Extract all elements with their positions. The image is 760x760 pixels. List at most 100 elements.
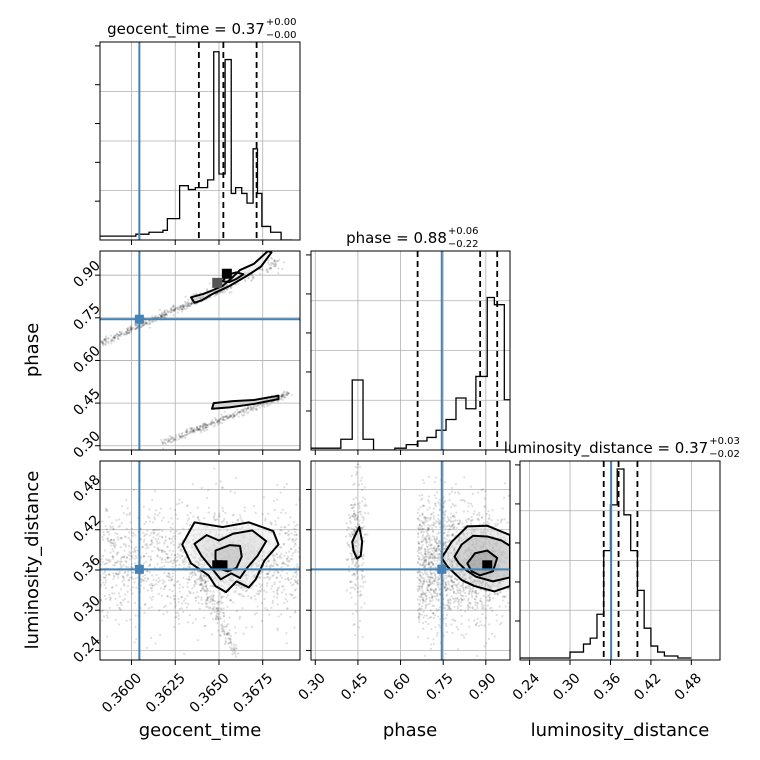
sample-point xyxy=(278,556,281,559)
sample-point xyxy=(186,519,189,522)
sample-point xyxy=(193,572,196,575)
sample-point xyxy=(202,427,205,430)
sample-point xyxy=(443,517,446,520)
sample-point xyxy=(456,605,459,608)
sample-point xyxy=(418,618,421,621)
sample-point xyxy=(148,534,151,537)
sample-point xyxy=(158,566,162,569)
sample-point xyxy=(346,542,349,545)
sample-point xyxy=(159,633,162,637)
sample-point xyxy=(421,504,425,508)
sample-point xyxy=(433,554,437,557)
sample-point xyxy=(157,549,160,552)
sample-point xyxy=(103,339,107,342)
sample-point xyxy=(187,578,190,581)
sample-point xyxy=(199,429,202,432)
sample-point xyxy=(198,577,201,580)
sample-point xyxy=(357,564,361,567)
sample-point xyxy=(205,496,208,499)
sample-point xyxy=(127,326,130,329)
sample-point xyxy=(463,476,466,479)
sample-point xyxy=(191,302,194,305)
sample-point xyxy=(159,316,162,319)
sample-point xyxy=(424,521,427,524)
sample-point xyxy=(104,509,108,512)
sample-point xyxy=(194,618,197,621)
sample-point xyxy=(443,537,446,540)
sample-point xyxy=(436,532,439,535)
sample-point xyxy=(442,541,445,544)
sample-point xyxy=(108,560,111,564)
sample-point xyxy=(468,625,471,628)
sample-point xyxy=(130,326,134,329)
sample-point xyxy=(429,587,432,591)
sample-point xyxy=(103,583,106,587)
sample-point xyxy=(273,259,276,262)
sample-point xyxy=(229,641,232,644)
sample-point xyxy=(253,613,257,616)
sample-point xyxy=(246,412,249,415)
sample-point xyxy=(129,325,132,329)
sample-point xyxy=(173,438,176,442)
sample-point xyxy=(178,436,182,439)
sample-point xyxy=(169,437,172,440)
sample-point xyxy=(207,489,210,492)
sample-point xyxy=(268,570,271,573)
sample-point xyxy=(353,515,356,519)
sample-point xyxy=(170,441,173,444)
sample-point xyxy=(108,573,112,576)
sample-point xyxy=(479,600,482,603)
sample-point xyxy=(155,583,158,586)
sample-point xyxy=(420,593,423,596)
sample-point xyxy=(126,328,129,331)
sample-point xyxy=(502,496,506,499)
contour-line xyxy=(193,529,268,581)
sample-point xyxy=(477,624,481,628)
sample-point xyxy=(233,410,237,414)
sample-point xyxy=(420,558,423,561)
sample-point xyxy=(448,492,451,496)
sample-point xyxy=(185,429,188,432)
sample-point xyxy=(163,314,167,317)
sample-point xyxy=(357,503,360,506)
sample-point xyxy=(266,581,269,585)
sample-point xyxy=(187,303,191,306)
sample-point xyxy=(108,515,111,519)
sample-point xyxy=(423,561,426,564)
sample-point xyxy=(120,332,123,336)
sample-point xyxy=(143,579,146,582)
sample-point xyxy=(163,314,166,317)
sample-point xyxy=(217,419,220,423)
sample-point xyxy=(418,587,421,590)
sample-point xyxy=(161,314,164,318)
sample-point xyxy=(353,572,356,575)
sample-point xyxy=(220,624,223,627)
sample-point xyxy=(356,518,359,521)
sample-point xyxy=(423,552,426,555)
sample-point xyxy=(171,436,174,439)
sample-point xyxy=(168,588,171,591)
sample-point xyxy=(459,520,462,523)
sample-point xyxy=(434,497,438,500)
sample-point xyxy=(186,430,190,433)
sample-point xyxy=(444,527,447,530)
sample-point xyxy=(425,592,428,595)
sample-point xyxy=(286,394,289,397)
sample-point xyxy=(517,546,519,548)
histogram-luminosity_distance xyxy=(520,468,692,659)
sample-point xyxy=(430,553,433,556)
sample-point xyxy=(185,430,188,434)
sample-point xyxy=(107,573,110,577)
sample-point xyxy=(294,528,297,531)
sample-point xyxy=(161,536,164,539)
sample-point xyxy=(217,629,220,632)
sample-point xyxy=(186,585,189,588)
sample-point xyxy=(170,307,173,310)
sample-point xyxy=(271,261,274,265)
sample-point xyxy=(350,558,353,561)
sample-point xyxy=(204,601,207,604)
sample-point xyxy=(175,436,178,439)
sample-point xyxy=(133,550,137,553)
sample-point xyxy=(117,623,121,626)
sample-point xyxy=(209,422,212,425)
